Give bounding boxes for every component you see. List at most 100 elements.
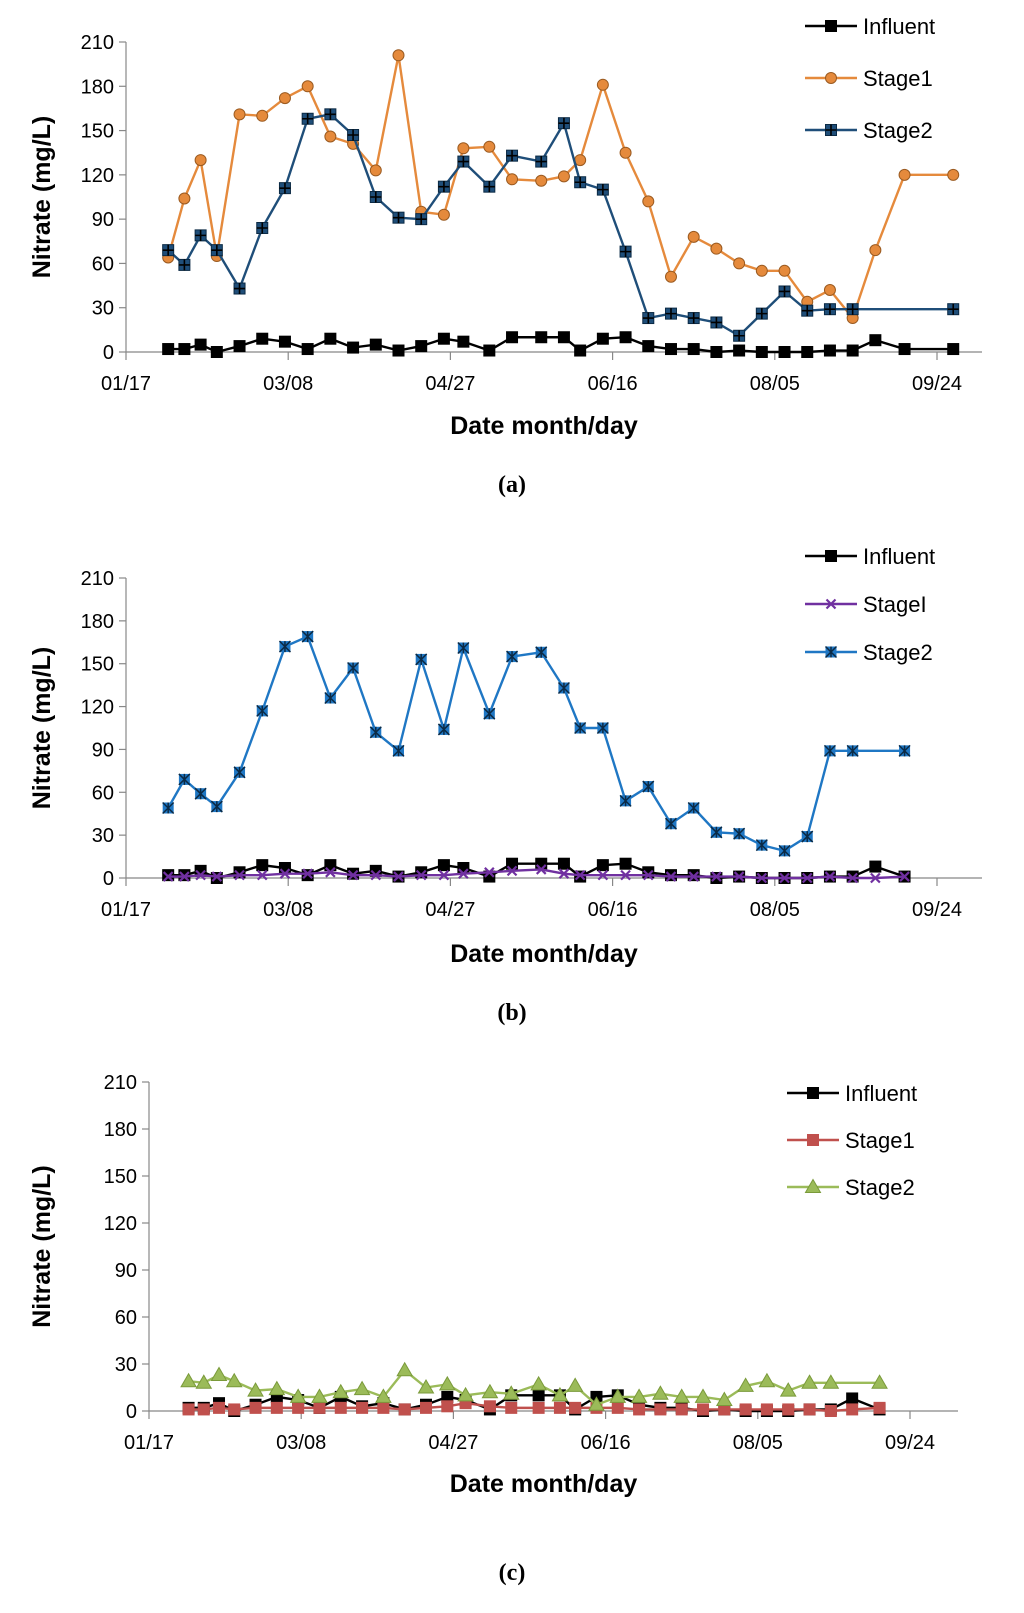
- data-point-stage2-star: [733, 827, 746, 840]
- data-point-stage2-star: [506, 650, 519, 663]
- data-point-stage1: [654, 1403, 667, 1416]
- data-point-stage2: [779, 1382, 797, 1397]
- x-tick-label: 08/05: [733, 1432, 783, 1454]
- data-point-stage2: [596, 183, 609, 196]
- chart-panel-c: 0 30 60 90 120 150 180 210 01/17 03/08 04/27 06/16 0…: [0, 1060, 1024, 1613]
- x-tick-label: 08/05: [750, 373, 800, 395]
- legend-item-stage2: Stage2: [787, 1175, 915, 1200]
- panel-caption: (a): [498, 472, 526, 498]
- data-point-stage2-star: [162, 801, 175, 815]
- data-point-stage2-cross: [801, 305, 813, 317]
- data-point-stage1: [739, 1403, 752, 1416]
- data-point-stage2: [256, 222, 269, 234]
- x-axis-title: Date month/day: [450, 940, 638, 968]
- data-point-stage2: [278, 182, 291, 195]
- data-point-stagei: [325, 867, 336, 878]
- data-point-stage2-cross: [665, 308, 677, 320]
- data-point-influent: [947, 343, 960, 356]
- data-point-stage2-cross: [597, 184, 609, 196]
- data-point-stage2: [392, 744, 405, 757]
- data-point-stage2: [311, 1388, 328, 1403]
- data-point-stagei: [620, 869, 631, 881]
- data-point-stage2: [210, 800, 223, 813]
- x-tick-label: 04/27: [428, 1432, 478, 1454]
- data-point-stage2: [673, 1388, 691, 1403]
- data-point-influent: [557, 857, 570, 870]
- data-point-stage2: [694, 1388, 712, 1403]
- data-point-stage2: [417, 1378, 435, 1394]
- data-point-stage1: [642, 195, 655, 208]
- data-point-stage1: [782, 1403, 795, 1416]
- x-tick-label: 09/24: [885, 1432, 935, 1454]
- data-point-stagei: [756, 872, 768, 884]
- x-tick-label: 03/08: [276, 1432, 326, 1454]
- legend-label: Stage1: [845, 1128, 915, 1153]
- series-stage1: [182, 1397, 886, 1417]
- data-point-stage2: [178, 258, 191, 271]
- data-point-stage2-star: [278, 640, 291, 653]
- data-point-stage1: [377, 1401, 390, 1414]
- data-point-stagei: [643, 869, 654, 881]
- data-point-stage2: [324, 108, 337, 121]
- data-point-stage2: [247, 1382, 264, 1397]
- data-point-stage2: [715, 1391, 733, 1407]
- data-point-stage2: [162, 801, 175, 815]
- data-point-stagei: [665, 871, 677, 882]
- data-point-stage2: [278, 640, 291, 653]
- data-point-influent: [846, 1392, 859, 1405]
- data-point-stagei: [711, 871, 722, 882]
- legend-item-stage1: Stage1: [805, 66, 933, 91]
- data-point-stage2-cross: [688, 312, 700, 324]
- data-point-stage2: [369, 726, 382, 739]
- data-point-stage2-cross: [370, 191, 382, 203]
- data-point-stage2: [483, 707, 496, 720]
- data-point-stagei: [506, 865, 518, 877]
- data-point-stage1: [846, 1403, 859, 1416]
- data-point-stage1: [687, 230, 700, 243]
- data-point-influent: [642, 866, 655, 879]
- series-influent: [162, 331, 960, 358]
- data-point-stagei: [535, 864, 547, 875]
- legend-label: Influent: [845, 1081, 917, 1106]
- data-point-stage2-cross: [415, 213, 427, 225]
- data-point-influent: [898, 343, 911, 356]
- data-point-influent: [535, 857, 548, 870]
- data-point-stage2: [619, 245, 632, 258]
- data-point-stage1: [947, 168, 960, 181]
- data-point-stagei: [279, 868, 291, 879]
- data-point-stage2-cross: [574, 176, 586, 188]
- data-point-stage2-star: [178, 773, 191, 786]
- data-point-stage1: [506, 173, 519, 186]
- data-point-influent: [392, 344, 405, 357]
- y-tick-label: 210: [81, 568, 114, 590]
- data-point-stagei: [484, 867, 495, 878]
- data-point-influent: [733, 344, 746, 357]
- x-tick-label: 01/17: [101, 899, 151, 921]
- series-stage1: [162, 49, 960, 325]
- data-point-stagei: [597, 869, 609, 881]
- data-point-stage1: [369, 164, 382, 177]
- data-point-influent: [506, 857, 519, 870]
- x-tick-label: 06/16: [581, 1432, 631, 1454]
- data-point-stage1: [194, 154, 207, 167]
- data-point-stage2: [301, 630, 314, 643]
- data-point-stage1: [505, 1401, 518, 1414]
- x-axis-title: Date month/day: [450, 412, 638, 440]
- data-point-stagei: [256, 869, 268, 881]
- data-point-stagei: [162, 871, 174, 882]
- data-point-stage1: [301, 80, 314, 93]
- data-point-influent: [415, 866, 428, 879]
- data-point-stage1: [535, 174, 548, 187]
- data-point-stage2-cross: [162, 244, 174, 256]
- data-point-stage2-cross: [847, 303, 859, 315]
- data-point-stage2-star: [347, 661, 360, 675]
- data-point-influent: [301, 343, 314, 356]
- y-tick-label: 60: [115, 1307, 137, 1329]
- y-tick-label: 30: [115, 1354, 137, 1376]
- data-point-stage2: [947, 303, 960, 316]
- data-point-stage2-cross: [347, 129, 359, 141]
- data-point-stage2-cross: [733, 330, 745, 342]
- data-point-stage2-star: [801, 830, 814, 843]
- data-point-stage1: [324, 130, 337, 143]
- data-point-stage2-star: [324, 691, 337, 705]
